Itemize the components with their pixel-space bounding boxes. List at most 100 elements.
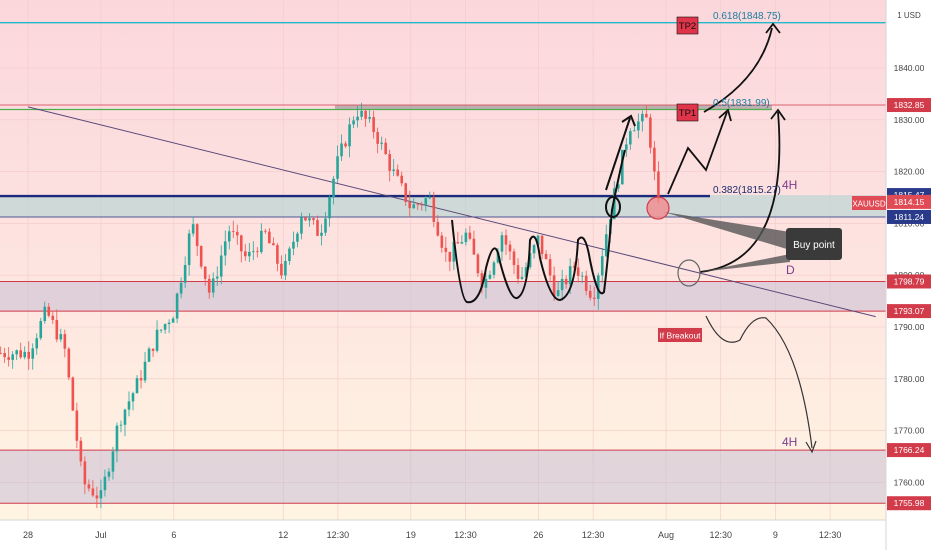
candle-body — [143, 361, 147, 381]
time-tick-label: 9 — [773, 530, 778, 540]
candle-body — [516, 265, 520, 279]
buy-point-pointer-upper — [664, 212, 790, 250]
time-tick-label: 26 — [533, 530, 543, 540]
candle-body — [43, 306, 47, 322]
candle-body — [492, 262, 496, 275]
price-badge — [887, 496, 931, 511]
time-tick-label: 12:30 — [582, 530, 605, 540]
candle-body — [296, 233, 299, 242]
price-tick-label: 1780.00 — [894, 374, 925, 384]
candle-body — [360, 110, 363, 117]
fib-label-0382: 0.382(1815.27) — [713, 185, 781, 196]
candle-body — [231, 231, 235, 233]
candle-body — [276, 245, 279, 264]
candle-body — [552, 275, 556, 296]
if-breakout-badge — [658, 328, 702, 342]
curve-from-d — [699, 111, 781, 273]
candle-body — [428, 197, 432, 199]
candle-body — [653, 147, 656, 172]
arrow-up-to-high — [605, 117, 631, 191]
price-tick-label: 1760.00 — [894, 477, 925, 487]
symbol-label: XAUUSD — [852, 200, 886, 209]
currency-label: 1 USD — [897, 11, 921, 20]
price-badge-label: 1811.24 — [894, 212, 924, 222]
candle-body — [304, 217, 307, 221]
point-d-label: D — [786, 263, 795, 277]
plot-background — [0, 0, 886, 520]
candle-body — [187, 233, 191, 266]
candle-body — [99, 490, 103, 499]
candle-body — [163, 324, 167, 330]
candle-body — [560, 278, 564, 291]
candle-body — [3, 353, 6, 358]
candle-body — [63, 334, 67, 349]
symbol-badge-group: XAUUSD — [852, 196, 886, 210]
candle-body — [484, 278, 488, 288]
candle-body — [380, 142, 383, 144]
time-axis[interactable]: 28 Jul 6 12 12:30 19 12:30 26 12:30 Aug 12:30 9 12:3… — [23, 530, 841, 540]
candle-body — [580, 275, 584, 277]
candle-body — [280, 263, 283, 276]
price-badge-label: 1766.24 — [894, 445, 925, 455]
candle-body — [31, 348, 35, 359]
candle-body — [11, 354, 14, 360]
candle-body — [645, 113, 648, 118]
candle-body — [248, 251, 251, 257]
time-tick-label: 6 — [171, 530, 176, 540]
levels — [0, 21, 886, 504]
candle-body — [424, 198, 428, 205]
candle-body — [641, 113, 644, 122]
candle-body — [572, 266, 576, 268]
candle-body — [87, 484, 91, 489]
zone-support — [0, 195, 886, 217]
candle-body — [576, 267, 580, 276]
arrow-head-breakdown — [805, 440, 817, 454]
candle-body — [264, 230, 267, 232]
candle-body — [91, 488, 95, 496]
trendline[interactable] — [27, 106, 876, 318]
candle-body — [83, 461, 87, 485]
candle-body — [584, 275, 588, 291]
candle-body — [332, 178, 335, 198]
candle-body — [657, 171, 660, 203]
candle-body — [155, 329, 159, 351]
candle-body — [328, 197, 331, 219]
candle-body — [504, 235, 508, 245]
timeframe-top: 4H — [782, 178, 797, 192]
price-badge — [887, 194, 931, 209]
price-badge-label: 1793.07 — [894, 306, 925, 316]
candle-body — [179, 282, 183, 294]
candle-body — [532, 245, 536, 254]
descending-trendline — [27, 106, 876, 318]
candle-body — [195, 224, 199, 247]
candle-body — [239, 235, 243, 252]
candle-body — [649, 117, 652, 148]
time-axis-background[interactable] — [0, 520, 886, 550]
candle-body — [59, 334, 63, 340]
candle-body — [0, 352, 2, 354]
candle-body — [167, 322, 171, 325]
candle-body — [440, 235, 444, 248]
candle-body — [372, 117, 375, 133]
candle-body — [284, 260, 287, 276]
candle-body — [235, 231, 239, 236]
candle-body — [356, 116, 359, 121]
tp1-label: TP1 — [679, 108, 696, 119]
candle-body — [496, 251, 500, 263]
candle-body — [468, 232, 472, 239]
zone-demand — [0, 281, 886, 312]
time-tick-label: 12:30 — [327, 530, 350, 540]
candle-body — [452, 242, 456, 262]
candle-body — [39, 321, 43, 339]
candle-body — [500, 235, 504, 252]
candle-body — [175, 293, 179, 319]
candle-body — [540, 235, 544, 254]
price-tick-label: 1770.00 — [894, 426, 925, 436]
candle-body — [400, 175, 404, 184]
buy-point-pointer-lower — [700, 254, 790, 272]
candle-body — [111, 451, 115, 472]
candle-body — [629, 131, 632, 145]
candle-body — [600, 256, 604, 276]
